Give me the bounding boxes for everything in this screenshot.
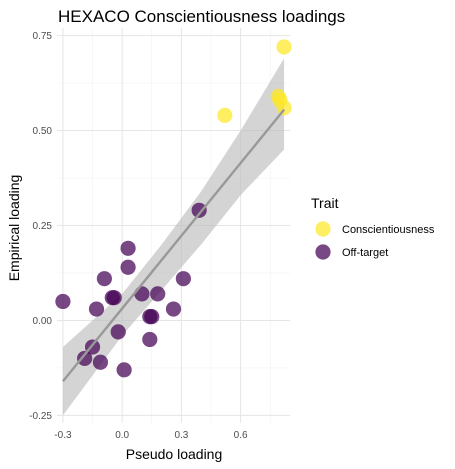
data-point-off-target xyxy=(96,271,112,287)
x-tick-label: 0.0 xyxy=(115,430,129,441)
data-point-off-target xyxy=(175,271,191,287)
data-point-off-target xyxy=(191,202,207,218)
y-tick-label: 0.25 xyxy=(33,221,53,232)
y-tick-label: 0.50 xyxy=(33,126,53,137)
data-point-off-target xyxy=(106,290,122,306)
x-tick-label: -0.3 xyxy=(54,430,72,441)
data-point-off-target xyxy=(110,324,126,340)
data-point-conscientiousness xyxy=(276,39,292,55)
legend-key-off-target xyxy=(315,244,331,260)
legend-label-off-target: Off-target xyxy=(342,247,388,259)
trend-line xyxy=(61,108,286,382)
data-point-off-target xyxy=(165,301,182,317)
legend-title: Trait xyxy=(311,195,339,211)
legend: Trait Conscientiousness Off-target xyxy=(311,195,435,260)
plot-panel xyxy=(55,28,292,423)
chart-title: HEXACO Conscientiousness loadings xyxy=(58,7,345,26)
data-point-off-target xyxy=(144,309,160,325)
data-point-off-target xyxy=(55,293,71,310)
data-points xyxy=(55,39,292,378)
data-point-off-target xyxy=(134,286,150,302)
x-tick-label: 0.3 xyxy=(174,430,188,441)
data-point-off-target xyxy=(142,331,158,348)
data-point-off-target xyxy=(150,286,166,302)
y-axis-ticks: -0.25 0.00 0.25 0.50 0.75 xyxy=(29,31,52,422)
x-tick-label: 0.6 xyxy=(234,430,248,441)
y-tick-label: 0.75 xyxy=(33,31,53,42)
legend-key-conscientiousness xyxy=(315,221,331,237)
data-point-off-target xyxy=(88,301,105,317)
data-point-conscientiousness xyxy=(217,107,233,123)
data-point-conscientiousness xyxy=(272,92,288,108)
x-axis-title: Pseudo loading xyxy=(126,446,223,462)
legend-label-conscientiousness: Conscientiousness xyxy=(342,224,435,236)
data-point-off-target xyxy=(92,354,109,370)
y-tick-label: 0.00 xyxy=(33,316,53,327)
data-point-off-target xyxy=(77,350,93,367)
data-point-off-target xyxy=(120,240,136,256)
y-tick-label: -0.25 xyxy=(29,411,52,422)
legend-items: Conscientiousness Off-target xyxy=(315,221,435,260)
x-axis-ticks: -0.3 0.0 0.3 0.6 xyxy=(54,430,248,441)
trend-line-group xyxy=(61,108,286,382)
data-point-off-target xyxy=(116,362,132,378)
data-point-off-target xyxy=(120,259,136,275)
y-axis-title: Empirical loading xyxy=(6,175,22,282)
